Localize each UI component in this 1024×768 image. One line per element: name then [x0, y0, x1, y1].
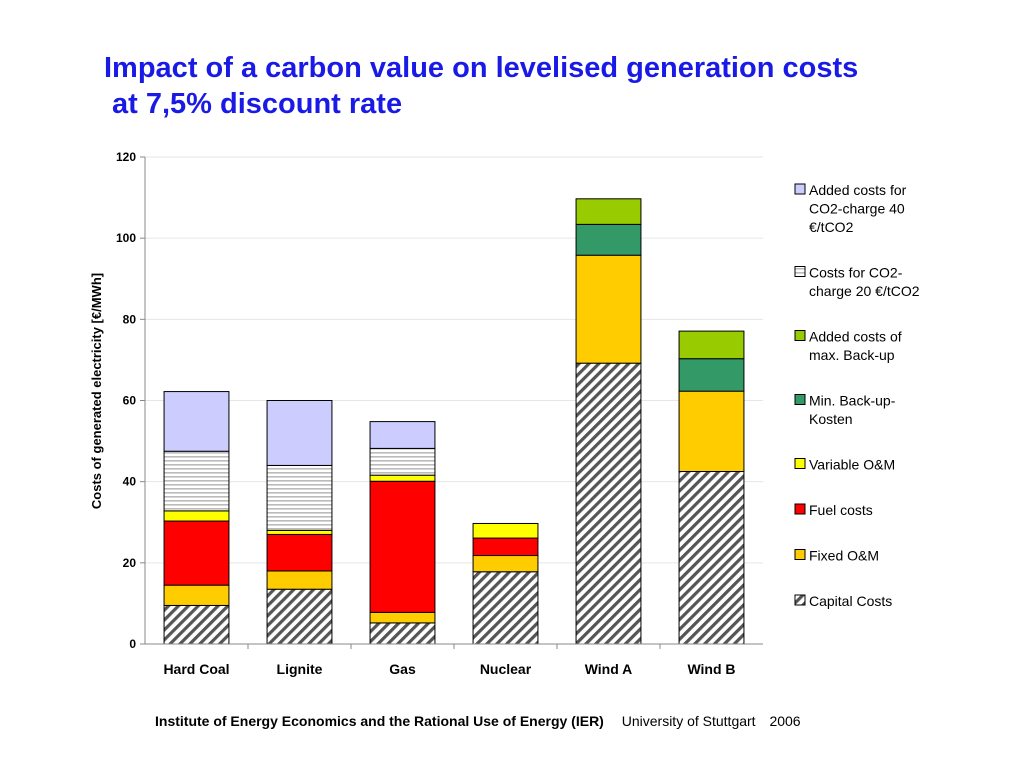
x-tick-label: Wind A — [585, 661, 633, 677]
bar-wind-b-min_backup — [678, 358, 745, 392]
bar-gas-capital — [369, 622, 436, 645]
legend-label-capital: Capital Costs — [809, 593, 892, 609]
legend-label-min_backup: Min. Back-up- — [809, 393, 896, 409]
bar-wind-b-capital — [678, 471, 745, 645]
bar-lignite-co2_20 — [266, 464, 333, 531]
title-line-2: at 7,5% discount rate — [112, 88, 403, 120]
y-tick-label: 120 — [116, 150, 136, 164]
axes: 0 20 40 60 80 100 120 Hard Coal Lignite Gas Nuclea… — [116, 150, 763, 677]
bar-hard-coal-fixed_om — [163, 584, 230, 606]
legend-label-co2_20: charge 20 €/tCO2 — [809, 283, 920, 299]
x-tick-label: Hard Coal — [163, 661, 229, 677]
legend-swatch-co2_20 — [794, 266, 806, 277]
y-tick-label: 40 — [123, 475, 137, 489]
bar-lignite-fixed_om — [266, 570, 333, 590]
bar-gas-fixed_om — [369, 611, 436, 624]
legend-label-max_backup: max. Back-up — [809, 347, 895, 363]
x-tick-label: Gas — [389, 661, 416, 677]
bar-lignite-co2_40 — [266, 400, 333, 466]
x-tick-label: Wind B — [687, 661, 735, 677]
legend-label-co2_40: Added costs for — [809, 182, 907, 198]
footer-year: 2006 — [769, 713, 801, 729]
bar-gas-co2_40 — [369, 421, 436, 449]
y-tick-label: 80 — [123, 312, 137, 326]
bar-nuclear-fixed_om — [472, 555, 539, 573]
legend-label-fuel: Fuel costs — [809, 502, 873, 518]
bar-gas-variable_om — [369, 474, 436, 482]
legend-swatch-fixed_om — [794, 549, 806, 560]
y-tick-label: 20 — [123, 556, 137, 570]
bar-nuclear-capital — [472, 571, 539, 645]
y-tick-label: 0 — [129, 637, 136, 651]
y-tick-label: 100 — [116, 231, 136, 245]
y-axis-label: Costs of generated electricity [€/MWh] — [89, 273, 104, 509]
title-line-1: Impact of a carbon value on levelised ge… — [104, 52, 859, 84]
bar-hard-coal-variable_om — [163, 510, 230, 522]
legend-label-max_backup: Added costs of — [809, 329, 902, 345]
bar-hard-coal-fuel — [163, 520, 230, 586]
bar-wind-a-min_backup — [575, 223, 642, 256]
legend-label-co2_40: €/tCO2 — [809, 219, 854, 235]
legend-swatch-capital — [794, 594, 806, 606]
bar-lignite-fuel — [266, 533, 333, 572]
x-tick-label: Lignite — [277, 661, 323, 677]
bar-nuclear-variable_om — [472, 522, 539, 539]
bar-nuclear-fuel — [472, 537, 539, 557]
bar-wind-a-capital — [575, 362, 642, 645]
bar-hard-coal-co2_20 — [163, 450, 230, 512]
footer-institute: Institute of Energy Economics and the Ra… — [155, 713, 604, 729]
footer-university: University of Stuttgart — [621, 713, 756, 729]
footer: Institute of Energy Economics and the Ra… — [155, 713, 801, 729]
legend-label-fixed_om: Fixed O&M — [809, 548, 879, 564]
y-tick-label: 60 — [123, 394, 137, 408]
bar-hard-coal-co2_40 — [163, 391, 230, 452]
legend-label-co2_20: Costs for CO2- — [809, 265, 903, 281]
legend-swatch-variable_om — [794, 458, 806, 469]
slide-title: Impact of a carbon value on levelised ge… — [104, 50, 984, 122]
bar-lignite-variable_om — [266, 529, 333, 535]
bar-wind-b-fixed_om — [678, 390, 745, 473]
legend: Added costs for CO2-charge 40 €/tCO2 Costs … — [794, 182, 920, 609]
legend-label-variable_om: Variable O&M — [809, 457, 895, 473]
legend-swatch-co2_40 — [794, 183, 806, 195]
gridlines — [145, 156, 763, 564]
bar-wind-a-fixed_om — [575, 254, 642, 364]
legend-swatch-fuel — [794, 503, 806, 515]
x-tick-label: Nuclear — [480, 661, 532, 677]
bar-lignite-capital — [266, 588, 333, 645]
bar-gas-fuel — [369, 480, 436, 613]
bars — [163, 198, 745, 645]
bar-gas-co2_20 — [369, 447, 436, 476]
legend-swatch-max_backup — [794, 330, 806, 341]
legend-label-co2_40: CO2-charge 40 — [809, 201, 905, 217]
legend-label-min_backup: Kosten — [809, 411, 853, 427]
bar-wind-b-max_backup — [678, 330, 745, 360]
bar-wind-a-max_backup — [575, 198, 642, 225]
legend-swatch-min_backup — [794, 394, 806, 405]
bar-hard-coal-capital — [163, 604, 230, 645]
